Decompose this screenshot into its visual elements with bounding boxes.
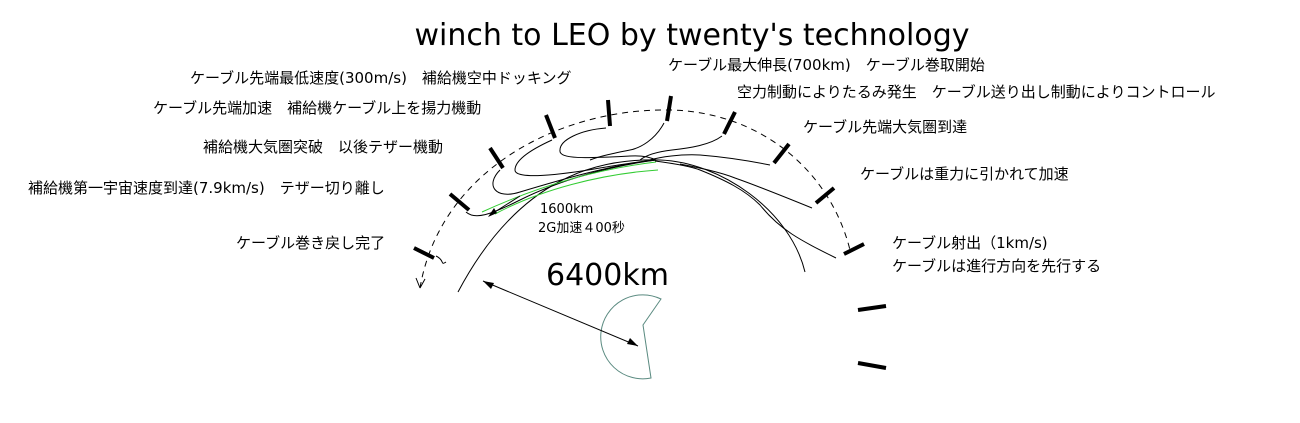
cable-path-orbit bbox=[465, 159, 657, 217]
earth-center-wedge bbox=[600, 294, 662, 380]
label-eject: ケーブル射出（1km/s) bbox=[892, 234, 1048, 252]
marker-extra-1 bbox=[857, 304, 887, 312]
cable-path-aero bbox=[639, 135, 723, 161]
green-trajectory-1 bbox=[481, 161, 657, 213]
cable-path-min-speed bbox=[559, 127, 657, 161]
marker-gravity bbox=[814, 186, 836, 205]
earth-surface-arc bbox=[457, 159, 806, 293]
accel-arrowhead bbox=[488, 208, 497, 217]
label-distance: 1600km bbox=[540, 202, 593, 217]
orbit-path-dashed bbox=[419, 109, 851, 289]
marker-min-speed bbox=[606, 99, 612, 127]
marker-atmo-reach bbox=[772, 142, 791, 165]
label-lead: ケーブルは進行方向を先行する bbox=[892, 257, 1101, 275]
label-min-speed: ケーブル先端最低速度(300m/s) 補給機空中ドッキング bbox=[190, 69, 571, 87]
radius-arrow-line bbox=[482, 280, 639, 347]
radius-arrowhead-end bbox=[627, 338, 638, 346]
cable-path-atmo bbox=[649, 154, 771, 166]
label-accel: ケーブル先端加速 補給機ケーブル上を揚力機動 bbox=[153, 99, 481, 117]
label-orbit: 補給機第一宇宙速度到達(7.9km/s) テザー切り離し bbox=[28, 179, 385, 197]
label-max-len: ケーブル最大伸長(700km) ケーブル巻取開始 bbox=[668, 56, 985, 74]
marker-accel bbox=[544, 114, 557, 139]
orbit-arrowhead bbox=[415, 277, 426, 289]
label-breakthrough: 補給機大気圏突破 以後テザー機動 bbox=[203, 138, 443, 156]
marker-eject bbox=[843, 242, 865, 256]
green-trajectory-2 bbox=[494, 169, 659, 215]
marker-extra-2 bbox=[857, 361, 887, 370]
label-acceleration: 2G加速４00秒 bbox=[538, 221, 625, 236]
label-atmo-reach: ケーブル先端大気圏到達 bbox=[803, 118, 967, 136]
cable-path-breakthrough bbox=[492, 159, 657, 195]
label-rewind: ケーブル巻き戻し完了 bbox=[236, 234, 385, 252]
marker-max-len bbox=[665, 95, 673, 122]
label-gravity: ケーブルは重力に引かれて加速 bbox=[860, 165, 1069, 183]
diagram-title: winch to LEO by twenty's technology bbox=[414, 18, 969, 53]
stage-markers bbox=[413, 95, 887, 370]
cable-path-max bbox=[589, 122, 665, 161]
cable-path-eject bbox=[654, 160, 837, 259]
marker-aero bbox=[722, 111, 737, 135]
marker-rewind bbox=[413, 246, 435, 260]
label-earth-radius: 6400km bbox=[546, 258, 669, 293]
marker-breakthrough bbox=[488, 146, 505, 170]
marker-orbit bbox=[448, 192, 471, 212]
cable-path-rewind bbox=[435, 255, 447, 264]
cable-path-gravity bbox=[679, 163, 813, 209]
radius-arrowhead-start bbox=[483, 281, 494, 289]
label-aero: 空力制動によりたるみ発生 ケーブル送り出し制動によりコントロール bbox=[737, 83, 1216, 101]
cable-trajectories bbox=[435, 122, 837, 264]
